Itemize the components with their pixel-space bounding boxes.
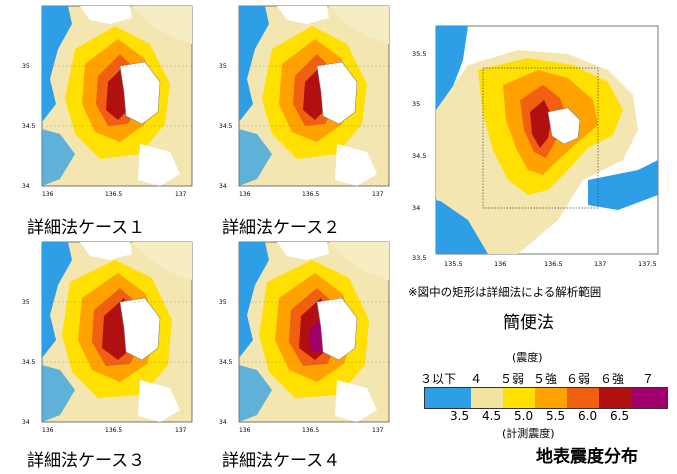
legend-tick-label: 5.0 xyxy=(514,409,534,423)
legend-class-label: ６弱 xyxy=(566,372,591,386)
x-tick-label: 137 xyxy=(372,427,384,434)
panel-caption-case1: 詳細法ケース１ xyxy=(27,218,146,238)
y-tick-label: 34.5 xyxy=(412,152,426,160)
x-tick-label: 136 xyxy=(42,427,54,434)
y-tick-label: 35 xyxy=(219,63,227,70)
y-tick-label: 33.5 xyxy=(412,254,426,262)
x-tick-label: 136.5 xyxy=(302,191,319,198)
x-tick-label: 137 xyxy=(594,260,606,268)
x-tick-label: 136 xyxy=(42,191,54,198)
map-panel-simple: 35.5 35 34.5 34 33.5 135.5 136 136.5 137… xyxy=(408,20,673,278)
x-tick-label: 137.5 xyxy=(638,260,657,268)
x-tick-label: 136 xyxy=(494,260,506,268)
analysis-area-note: ※図中の矩形は詳細法による解析範囲 xyxy=(408,285,602,299)
x-tick-label: 135.5 xyxy=(444,260,463,268)
intensity-map: 35 34.5 34 136 136.5 137 xyxy=(22,5,193,198)
panel-caption-case3: 詳細法ケース３ xyxy=(27,451,146,471)
legend-color-bar xyxy=(424,387,668,409)
y-tick-label: 34.5 xyxy=(219,359,233,366)
intensity-map: 35 34.5 34 136 136.5 137 xyxy=(219,5,390,198)
legend-tick-label: 6.5 xyxy=(610,409,630,423)
y-tick-label: 35.5 xyxy=(412,50,426,58)
x-tick-label: 136 xyxy=(239,191,251,198)
legend-swatch xyxy=(471,388,503,408)
legend-tick-label: 3.5 xyxy=(450,409,470,423)
map-panel-case1: 35 34.5 34 136 136.5 137 xyxy=(20,4,210,209)
y-tick-label: 34.5 xyxy=(22,359,36,366)
x-tick-label: 137 xyxy=(372,191,384,198)
legend-class-label: ６強 xyxy=(600,372,625,386)
y-tick-label: 35 xyxy=(22,63,30,70)
legend-tick-label: 4.5 xyxy=(482,409,502,423)
x-tick-label: 136.5 xyxy=(105,427,122,434)
legend-swatch xyxy=(567,388,599,408)
y-tick-label: 34 xyxy=(22,183,30,190)
figure-title: 地表震度分布 xyxy=(536,447,638,467)
map-panel-case3: 35 34.5 34 136 136.5 137 xyxy=(20,240,210,445)
legend-title: (震度) xyxy=(512,351,543,364)
legend-tick-label: 6.0 xyxy=(578,409,598,423)
intensity-legend: (震度) ３以下 ４ ５弱 ５強 ６弱 ６強 ７ 3.5 4.5 5.0 5.5… xyxy=(420,347,670,442)
legend-swatch xyxy=(535,388,567,408)
intensity-map: 35.5 35 34.5 34 33.5 135.5 136 136.5 137… xyxy=(412,25,659,268)
x-tick-label: 136 xyxy=(239,427,251,434)
legend-class-label: ７ xyxy=(642,372,655,386)
x-tick-label: 136.5 xyxy=(302,427,319,434)
x-tick-label: 137 xyxy=(175,427,187,434)
y-tick-label: 35 xyxy=(219,299,227,306)
legend-class-label: ４ xyxy=(470,372,483,386)
y-tick-label: 35 xyxy=(22,299,30,306)
legend-class-label: ５強 xyxy=(533,372,558,386)
y-tick-label: 34.5 xyxy=(22,123,36,130)
legend-subtitle: (計測震度) xyxy=(502,427,555,440)
y-tick-label: 34 xyxy=(219,183,227,190)
panel-caption-case2: 詳細法ケース２ xyxy=(222,218,341,238)
panel-caption-case4: 詳細法ケース４ xyxy=(222,451,341,471)
legend-swatch xyxy=(503,388,535,408)
legend-class-label: ５弱 xyxy=(500,372,525,386)
legend-swatch xyxy=(599,388,631,408)
legend-tick-label: 5.5 xyxy=(546,409,566,423)
map-panel-case4: 35 34.5 34 136 136.5 137 xyxy=(217,240,407,445)
y-tick-label: 34 xyxy=(412,204,420,212)
y-tick-label: 34 xyxy=(219,419,227,426)
simple-method-caption: 簡便法 xyxy=(503,313,554,333)
map-panel-case2: 35 34.5 34 136 136.5 137 xyxy=(217,4,407,209)
legend-class-label: ３以下 xyxy=(420,372,457,386)
legend-swatch xyxy=(425,388,471,408)
y-tick-label: 34.5 xyxy=(219,123,233,130)
y-tick-label: 35 xyxy=(412,100,420,108)
intensity-map: 35 34.5 34 136 136.5 137 xyxy=(22,241,193,434)
intensity-map: 35 34.5 34 136 136.5 137 xyxy=(219,241,390,434)
x-tick-label: 136.5 xyxy=(544,260,563,268)
legend-swatch xyxy=(631,388,667,408)
x-tick-label: 137 xyxy=(175,191,187,198)
x-tick-label: 136.5 xyxy=(105,191,122,198)
y-tick-label: 34 xyxy=(22,419,30,426)
